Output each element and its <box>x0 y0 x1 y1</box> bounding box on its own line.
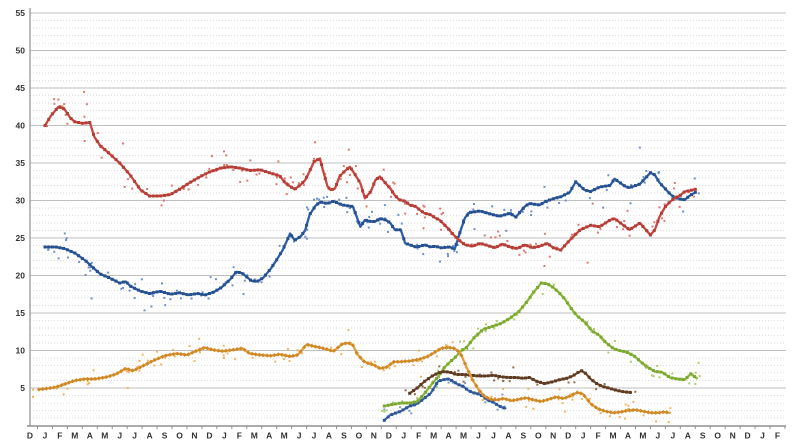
scatter-red <box>46 90 695 267</box>
x-month-label: M <box>610 431 617 441</box>
series-brown-markers <box>408 369 632 395</box>
x-month-label: F <box>595 431 600 441</box>
x-month-label: O <box>714 431 721 441</box>
x-month-label: A <box>446 431 452 441</box>
series-red-markers <box>43 105 697 252</box>
y-tick-label: 35 <box>16 158 26 168</box>
x-month-label: S <box>521 431 527 441</box>
x-month-label: A <box>625 431 631 441</box>
x-month-label: F <box>237 431 242 441</box>
x-month-label: J <box>670 431 675 441</box>
x-month-label: J <box>132 431 137 441</box>
y-tick-label: 45 <box>16 83 26 93</box>
x-month-label: N <box>191 431 197 441</box>
x-month-label: J <box>760 431 765 441</box>
series-orange-line <box>37 341 672 414</box>
y-tick-label: 50 <box>16 46 26 56</box>
x-month-label: J <box>117 431 122 441</box>
x-month-label: M <box>460 431 467 441</box>
x-month-label: J <box>43 431 48 441</box>
x-month-label: M <box>71 431 78 441</box>
y-tick-label: 20 <box>16 271 26 281</box>
x-month-label: A <box>266 431 272 441</box>
x-month-label: D <box>745 431 751 441</box>
x-month-label: D <box>206 431 212 441</box>
series-orange-markers <box>36 341 670 415</box>
x-month-label: M <box>639 431 646 441</box>
x-month-label: N <box>371 431 377 441</box>
x-month-label: J <box>401 431 406 441</box>
x-month-label: M <box>251 431 258 441</box>
y-tick-label: 25 <box>16 233 26 243</box>
x-month-label: S <box>162 431 168 441</box>
x-month-label: J <box>491 431 496 441</box>
y-tick-label: 5 <box>20 383 25 393</box>
y-tick-label: 40 <box>16 121 26 131</box>
x-month-label: A <box>326 431 332 441</box>
x-month-label: J <box>656 431 661 441</box>
x-month-label: A <box>87 431 93 441</box>
x-month-label: D <box>565 431 571 441</box>
x-month-label: M <box>101 431 108 441</box>
major-gridlines <box>30 12 786 389</box>
x-month-label: O <box>356 431 363 441</box>
x-month-label: J <box>476 431 481 441</box>
x-month-label: J <box>581 431 586 441</box>
x-month-label: D <box>27 431 33 441</box>
x-month-label: F <box>775 431 780 441</box>
series-light-blue-markers <box>382 377 506 422</box>
x-month-label: N <box>730 431 736 441</box>
x-month-label: M <box>430 431 437 441</box>
x-month-label: J <box>297 431 302 441</box>
x-month-label: A <box>505 431 511 441</box>
x-month-label: F <box>57 431 62 441</box>
minor-gridlines <box>30 20 786 419</box>
x-month-label: A <box>685 431 691 441</box>
y-tick-label: 30 <box>16 196 26 206</box>
y-axis-labels: 5 10 15 20 25 30 35 40 45 50 55 <box>16 8 26 393</box>
y-tick-label: 55 <box>16 8 26 18</box>
y-tick-label: 15 <box>16 308 26 318</box>
x-month-label: S <box>700 431 706 441</box>
series-green-markers <box>382 281 696 408</box>
x-month-label: O <box>176 431 183 441</box>
x-month-label: J <box>312 431 317 441</box>
x-month-label: A <box>147 431 153 441</box>
x-month-label: F <box>416 431 421 441</box>
x-month-label: M <box>281 431 288 441</box>
y-tick-label: 10 <box>16 346 26 356</box>
x-month-label: J <box>222 431 227 441</box>
scatter-blue <box>47 146 700 312</box>
x-month-label: N <box>550 431 556 441</box>
series-blue-markers <box>43 171 697 297</box>
x-month-label: S <box>341 431 347 441</box>
axes <box>27 8 786 429</box>
x-month-label: O <box>535 431 542 441</box>
x-month-label: D <box>386 431 392 441</box>
